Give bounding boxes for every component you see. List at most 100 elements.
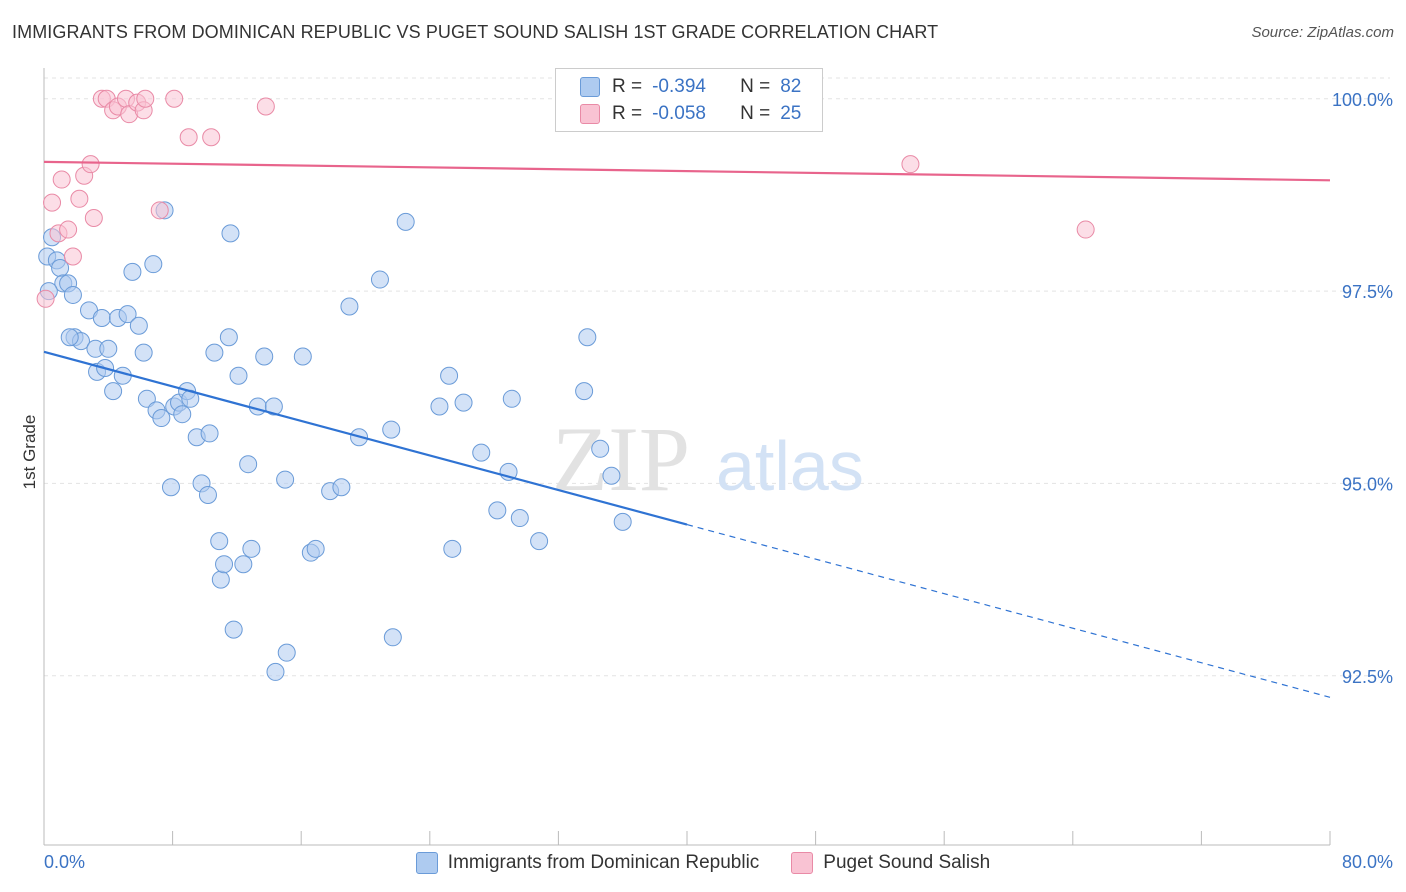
data-point-dominican — [472, 443, 491, 462]
data-point-dominican — [602, 466, 621, 485]
data-point-dominican — [264, 397, 283, 416]
data-point-dominican — [234, 555, 253, 574]
n-label: N = — [740, 76, 771, 97]
data-point-dominican — [215, 555, 234, 574]
data-point-dominican — [502, 389, 521, 408]
data-point-dominican — [488, 501, 507, 520]
swatch-dominican — [580, 77, 600, 97]
data-point-salish — [256, 97, 275, 116]
data-point-salish — [52, 170, 71, 189]
data-point-dominican — [221, 224, 240, 243]
data-point-dominican — [242, 539, 261, 558]
data-point-dominican — [219, 328, 238, 347]
watermark-atlas: atlas — [716, 427, 864, 505]
data-point-dominican — [210, 532, 229, 551]
data-point-dominican — [161, 478, 180, 497]
x-tick-min: 0.0% — [44, 852, 86, 872]
chart-title: IMMIGRANTS FROM DOMINICAN REPUBLIC VS PU… — [12, 22, 939, 42]
y-tick-label: 100.0% — [1332, 90, 1393, 110]
data-point-dominican — [575, 382, 594, 401]
data-point-dominican — [510, 509, 529, 528]
data-point-dominican — [173, 405, 192, 424]
data-point-dominican — [340, 297, 359, 316]
data-point-dominican — [211, 570, 230, 589]
data-point-dominican — [144, 255, 163, 274]
data-point-dominican — [104, 382, 123, 401]
x-tick-max: 80.0% — [1341, 852, 1393, 872]
data-point-dominican — [239, 455, 258, 474]
r-label: R = — [612, 76, 643, 97]
data-point-dominican — [123, 262, 142, 281]
data-point-dominican — [118, 305, 137, 324]
data-point-dominican — [266, 662, 285, 681]
data-point-dominican — [530, 532, 549, 551]
data-point-dominican — [578, 328, 597, 347]
series-dominican-points — [38, 201, 632, 681]
swatch-salish — [580, 104, 600, 124]
data-point-dominican — [443, 539, 462, 558]
trend-line-dominican-projection — [686, 524, 1331, 698]
r-label: R = — [612, 103, 643, 124]
data-point-dominican — [293, 347, 312, 366]
y-tick-label: 95.0% — [1342, 474, 1393, 494]
data-point-dominican — [99, 339, 118, 358]
data-point-dominican — [332, 478, 351, 497]
data-point-dominican — [396, 212, 415, 231]
stats-row-dominican: R = -0.394 N = 82 — [580, 74, 801, 100]
data-point-salish — [150, 201, 169, 220]
data-point-dominican — [224, 620, 243, 639]
data-point-dominican — [137, 389, 156, 408]
data-point-salish — [136, 89, 155, 108]
data-point-salish — [70, 189, 89, 208]
y-tick-label: 97.5% — [1342, 282, 1393, 302]
data-point-dominican — [255, 347, 274, 366]
data-point-dominican — [92, 309, 111, 328]
stats-box: R = -0.394 N = 82 R = -0.058 N = 25 — [555, 68, 823, 132]
y-tick-label: 92.5% — [1342, 667, 1393, 687]
data-point-dominican — [277, 643, 296, 662]
axes — [43, 68, 1331, 846]
data-point-dominican — [276, 470, 295, 489]
data-point-dominican — [383, 628, 402, 647]
series-salish-points — [36, 89, 1095, 308]
data-point-salish — [165, 89, 184, 108]
legend-label-salish: Puget Sound Salish — [823, 852, 991, 873]
data-point-dominican — [248, 397, 267, 416]
data-point-dominican — [198, 485, 217, 504]
data-point-salish — [202, 128, 221, 147]
data-point-salish — [81, 155, 100, 174]
data-point-salish — [63, 247, 82, 266]
data-point-dominican — [60, 328, 79, 347]
data-point-dominican — [370, 270, 389, 289]
trend-lines — [43, 160, 1331, 698]
data-point-salish — [36, 289, 55, 308]
data-point-dominican — [591, 439, 610, 458]
legend-item-dominican: Immigrants from Dominican Republic — [415, 852, 759, 874]
data-point-dominican — [430, 397, 449, 416]
n-value: 25 — [780, 103, 802, 124]
legend: Immigrants from Dominican Republic Puget… — [0, 852, 1406, 874]
data-point-dominican — [306, 539, 325, 558]
data-point-dominican — [200, 424, 219, 443]
data-point-dominican — [440, 366, 459, 385]
legend-swatch-dominican — [415, 852, 438, 874]
watermark-zip: ZIP — [552, 408, 690, 510]
data-point-dominican — [382, 420, 401, 439]
data-point-dominican — [613, 512, 632, 531]
legend-item-salish: Puget Sound Salish — [791, 852, 990, 874]
source-label: Source: ZipAtlas.com — [1251, 24, 1394, 41]
data-point-salish — [84, 209, 103, 228]
data-point-salish — [901, 155, 920, 174]
data-point-dominican — [152, 409, 171, 428]
legend-swatch-salish — [791, 852, 814, 874]
data-point-salish — [59, 220, 78, 239]
data-point-dominican — [205, 343, 224, 362]
y-tick-labels: 92.5% 95.0% 97.5% 100.0% — [1332, 90, 1393, 687]
r-value: -0.394 — [652, 76, 706, 97]
data-point-salish — [1076, 220, 1095, 239]
data-point-dominican — [63, 285, 82, 304]
data-point-dominican — [134, 343, 153, 362]
data-point-dominican — [129, 316, 148, 335]
data-point-dominican — [229, 366, 248, 385]
